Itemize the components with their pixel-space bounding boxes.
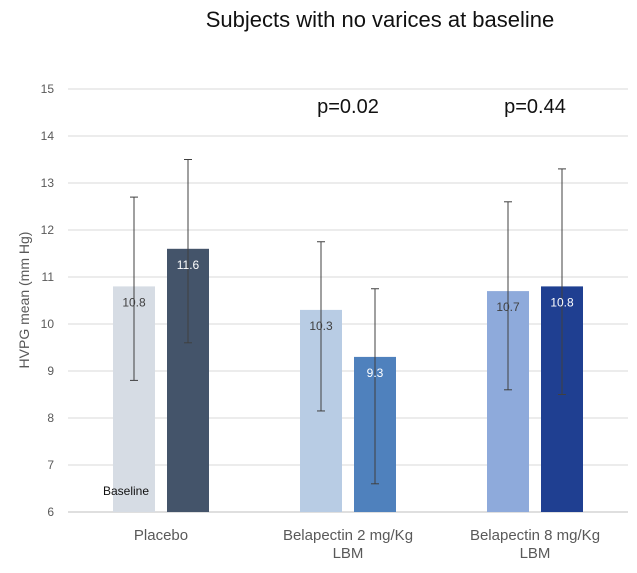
y-tick-label: 6 xyxy=(47,505,54,519)
p-value-label: p=0.02 xyxy=(317,96,379,118)
gridlines xyxy=(68,88,628,513)
category-label: LBM xyxy=(520,545,551,562)
error-bar xyxy=(558,168,566,395)
category-label: LBM xyxy=(333,545,364,562)
annotations: Baseline xyxy=(103,484,149,498)
error-bars xyxy=(130,159,566,485)
chart-title: Subjects with no varices at baseline xyxy=(206,7,555,32)
y-tick-label: 12 xyxy=(41,223,55,237)
y-tick-label: 7 xyxy=(47,458,54,472)
baseline-annotation: Baseline xyxy=(103,484,149,498)
category-label: Placebo xyxy=(134,527,188,544)
error-bar xyxy=(317,241,325,412)
category-label: Belapectin 8 mg/Kg xyxy=(470,527,600,544)
y-tick-label: 14 xyxy=(41,129,55,143)
error-bar xyxy=(504,201,512,391)
data-label: 9.3 xyxy=(367,366,384,380)
y-tick-label: 9 xyxy=(47,364,54,378)
p-value-label: p=0.44 xyxy=(504,96,566,118)
bar-series xyxy=(113,248,583,513)
error-bar xyxy=(130,196,138,381)
data-label: 10.8 xyxy=(550,295,574,309)
y-axis-label: HVPG mean (mm Hg) xyxy=(16,232,32,369)
data-label: 10.7 xyxy=(496,300,520,314)
y-tick-label: 13 xyxy=(41,176,55,190)
data-label: 11.6 xyxy=(177,258,200,272)
error-bar xyxy=(371,288,379,485)
data-labels: 10.8 11.6 10.3 9.3 10.7 10.8 xyxy=(122,258,574,380)
data-label: 10.8 xyxy=(122,295,146,309)
y-tick-label: 10 xyxy=(41,317,55,331)
p-values: p=0.02 p=0.44 xyxy=(317,96,566,118)
category-label: Belapectin 2 mg/Kg xyxy=(283,527,413,544)
error-bar xyxy=(184,159,192,344)
y-axis-ticks: 6 7 8 9 10 11 12 13 14 15 xyxy=(41,82,55,519)
y-tick-label: 8 xyxy=(47,411,54,425)
y-tick-label: 15 xyxy=(41,82,55,96)
data-label: 10.3 xyxy=(309,319,333,333)
y-tick-label: 11 xyxy=(42,270,55,284)
